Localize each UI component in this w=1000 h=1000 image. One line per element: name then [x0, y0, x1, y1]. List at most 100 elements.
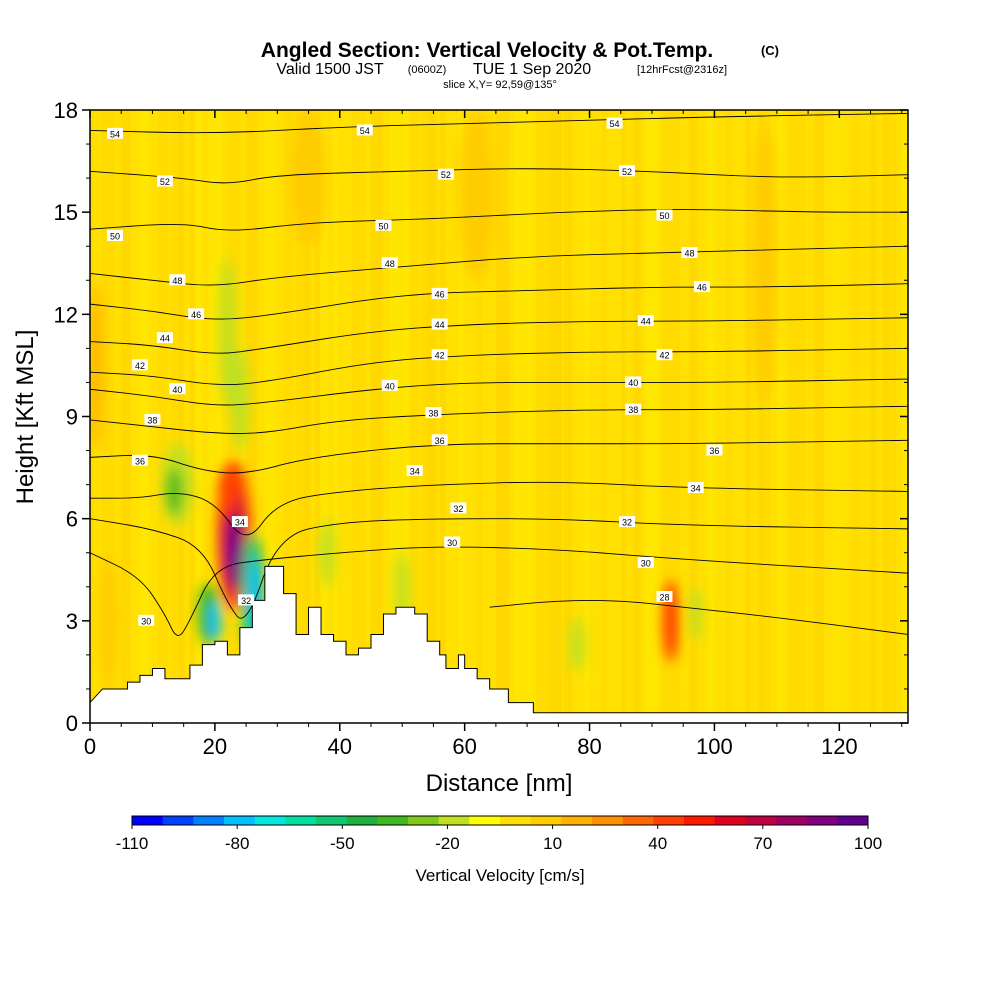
colorbar-tick-label: 100 [854, 834, 882, 853]
colorbar-tick-label: 10 [543, 834, 562, 853]
y-tick-label: 12 [54, 302, 78, 327]
svg-text:30: 30 [141, 616, 151, 626]
velocity-cell [218, 467, 237, 516]
x-axis-label: Distance [nm] [426, 770, 573, 797]
contour-label: 32 [619, 516, 636, 528]
velocity-cell [227, 518, 240, 587]
svg-text:40: 40 [628, 378, 638, 388]
svg-text:32: 32 [622, 518, 632, 528]
svg-text:44: 44 [641, 317, 651, 327]
texture-streak [745, 110, 751, 723]
contour-line-42 [90, 347, 908, 386]
texture-streak [689, 110, 698, 723]
colorbar-swatch [254, 816, 286, 825]
svg-text:28: 28 [659, 592, 669, 602]
texture-streak [121, 110, 132, 723]
subtitle-date: TUE 1 Sep 2020 [473, 61, 591, 78]
svg-text:34: 34 [235, 518, 245, 528]
svg-text:34: 34 [691, 484, 701, 494]
colorbar-swatch [776, 816, 808, 825]
velocity-field [90, 110, 777, 689]
x-tick-label: 60 [452, 734, 476, 759]
texture-streak [370, 110, 383, 723]
contour-label: 34 [687, 482, 704, 494]
contour-label: 42 [131, 359, 148, 371]
texture-streak [658, 110, 671, 723]
texture-streak [439, 110, 446, 723]
colorbar-swatch [469, 816, 501, 825]
colorbar-swatch [684, 816, 716, 825]
svg-text:36: 36 [709, 446, 719, 456]
texture-streak [883, 110, 897, 723]
velocity-cell [458, 110, 496, 281]
contour-label: 52 [619, 165, 636, 177]
y-tick-label: 3 [66, 609, 78, 634]
contour-line-34 [90, 481, 908, 536]
contour-line-28 [489, 599, 908, 635]
contour-label: 48 [681, 247, 698, 259]
svg-text:54: 54 [110, 129, 120, 139]
colorbar-tick-label: -20 [435, 834, 460, 853]
svg-text:32: 32 [453, 504, 463, 514]
svg-text:52: 52 [160, 177, 170, 187]
y-tick-label: 6 [66, 507, 78, 532]
texture-streak [283, 110, 293, 723]
contour-label: 32 [450, 502, 467, 514]
velocity-cell [751, 127, 777, 400]
contour-label: 52 [437, 168, 454, 180]
colorbar-label: Vertical Velocity [cm/s] [415, 866, 584, 885]
contour-line-54 [90, 112, 908, 134]
terrain [90, 565, 908, 723]
colorbar: -110 -80 -50 -20 10 40 70 100 [116, 815, 882, 853]
subtitle-run: [12hrFcst@2316z] [637, 64, 727, 76]
chart-title-unit: (C) [761, 43, 779, 58]
texture-streak [670, 110, 680, 723]
contour-label: 40 [169, 383, 186, 395]
texture-streak [302, 110, 311, 723]
colorbar-swatch [806, 816, 838, 825]
contour-line-36 [90, 439, 908, 474]
velocity-cell [319, 518, 335, 587]
contour-label: 46 [693, 281, 710, 293]
colorbar-swatch [530, 816, 562, 825]
y-axis-label: Height [Kft MSL] [12, 330, 39, 505]
svg-text:52: 52 [622, 167, 632, 177]
svg-text:30: 30 [447, 538, 457, 548]
contour-label: 40 [625, 376, 642, 388]
contour-label: 52 [156, 175, 173, 187]
slice-label: slice X,Y= 92,59@135° [443, 79, 557, 91]
colorbar-swatch [592, 816, 624, 825]
colorbar-swatch [224, 816, 256, 825]
svg-text:36: 36 [435, 436, 445, 446]
texture-streak [552, 110, 563, 723]
texture-streak [352, 110, 366, 723]
svg-text:40: 40 [385, 381, 395, 391]
svg-text:48: 48 [172, 276, 182, 286]
contour-label: 30 [138, 614, 155, 626]
texture-streak [545, 110, 554, 723]
svg-text:46: 46 [435, 289, 445, 299]
texture-streak [564, 110, 572, 723]
contour-label: 32 [238, 594, 255, 606]
x-tick-label: 40 [328, 734, 352, 759]
colorbar-swatch [162, 816, 194, 825]
contour-label: 42 [656, 349, 673, 361]
svg-text:42: 42 [135, 361, 145, 371]
contour-label: 44 [156, 332, 173, 344]
texture-streak [620, 110, 625, 723]
colorbar-swatch [745, 816, 777, 825]
colorbar-swatch [653, 816, 685, 825]
y-tick-label: 0 [66, 711, 78, 736]
texture-streak [171, 110, 177, 723]
svg-text:54: 54 [360, 126, 370, 136]
velocity-cell [99, 552, 119, 689]
texture-streak [795, 110, 806, 723]
svg-text:36: 36 [135, 456, 145, 466]
colorbar-swatch [132, 816, 164, 825]
colorbar-swatch [408, 816, 440, 825]
velocity-cell [289, 110, 328, 247]
velocity-cell [219, 256, 236, 407]
texture-streak [420, 110, 428, 723]
svg-text:44: 44 [435, 320, 445, 330]
